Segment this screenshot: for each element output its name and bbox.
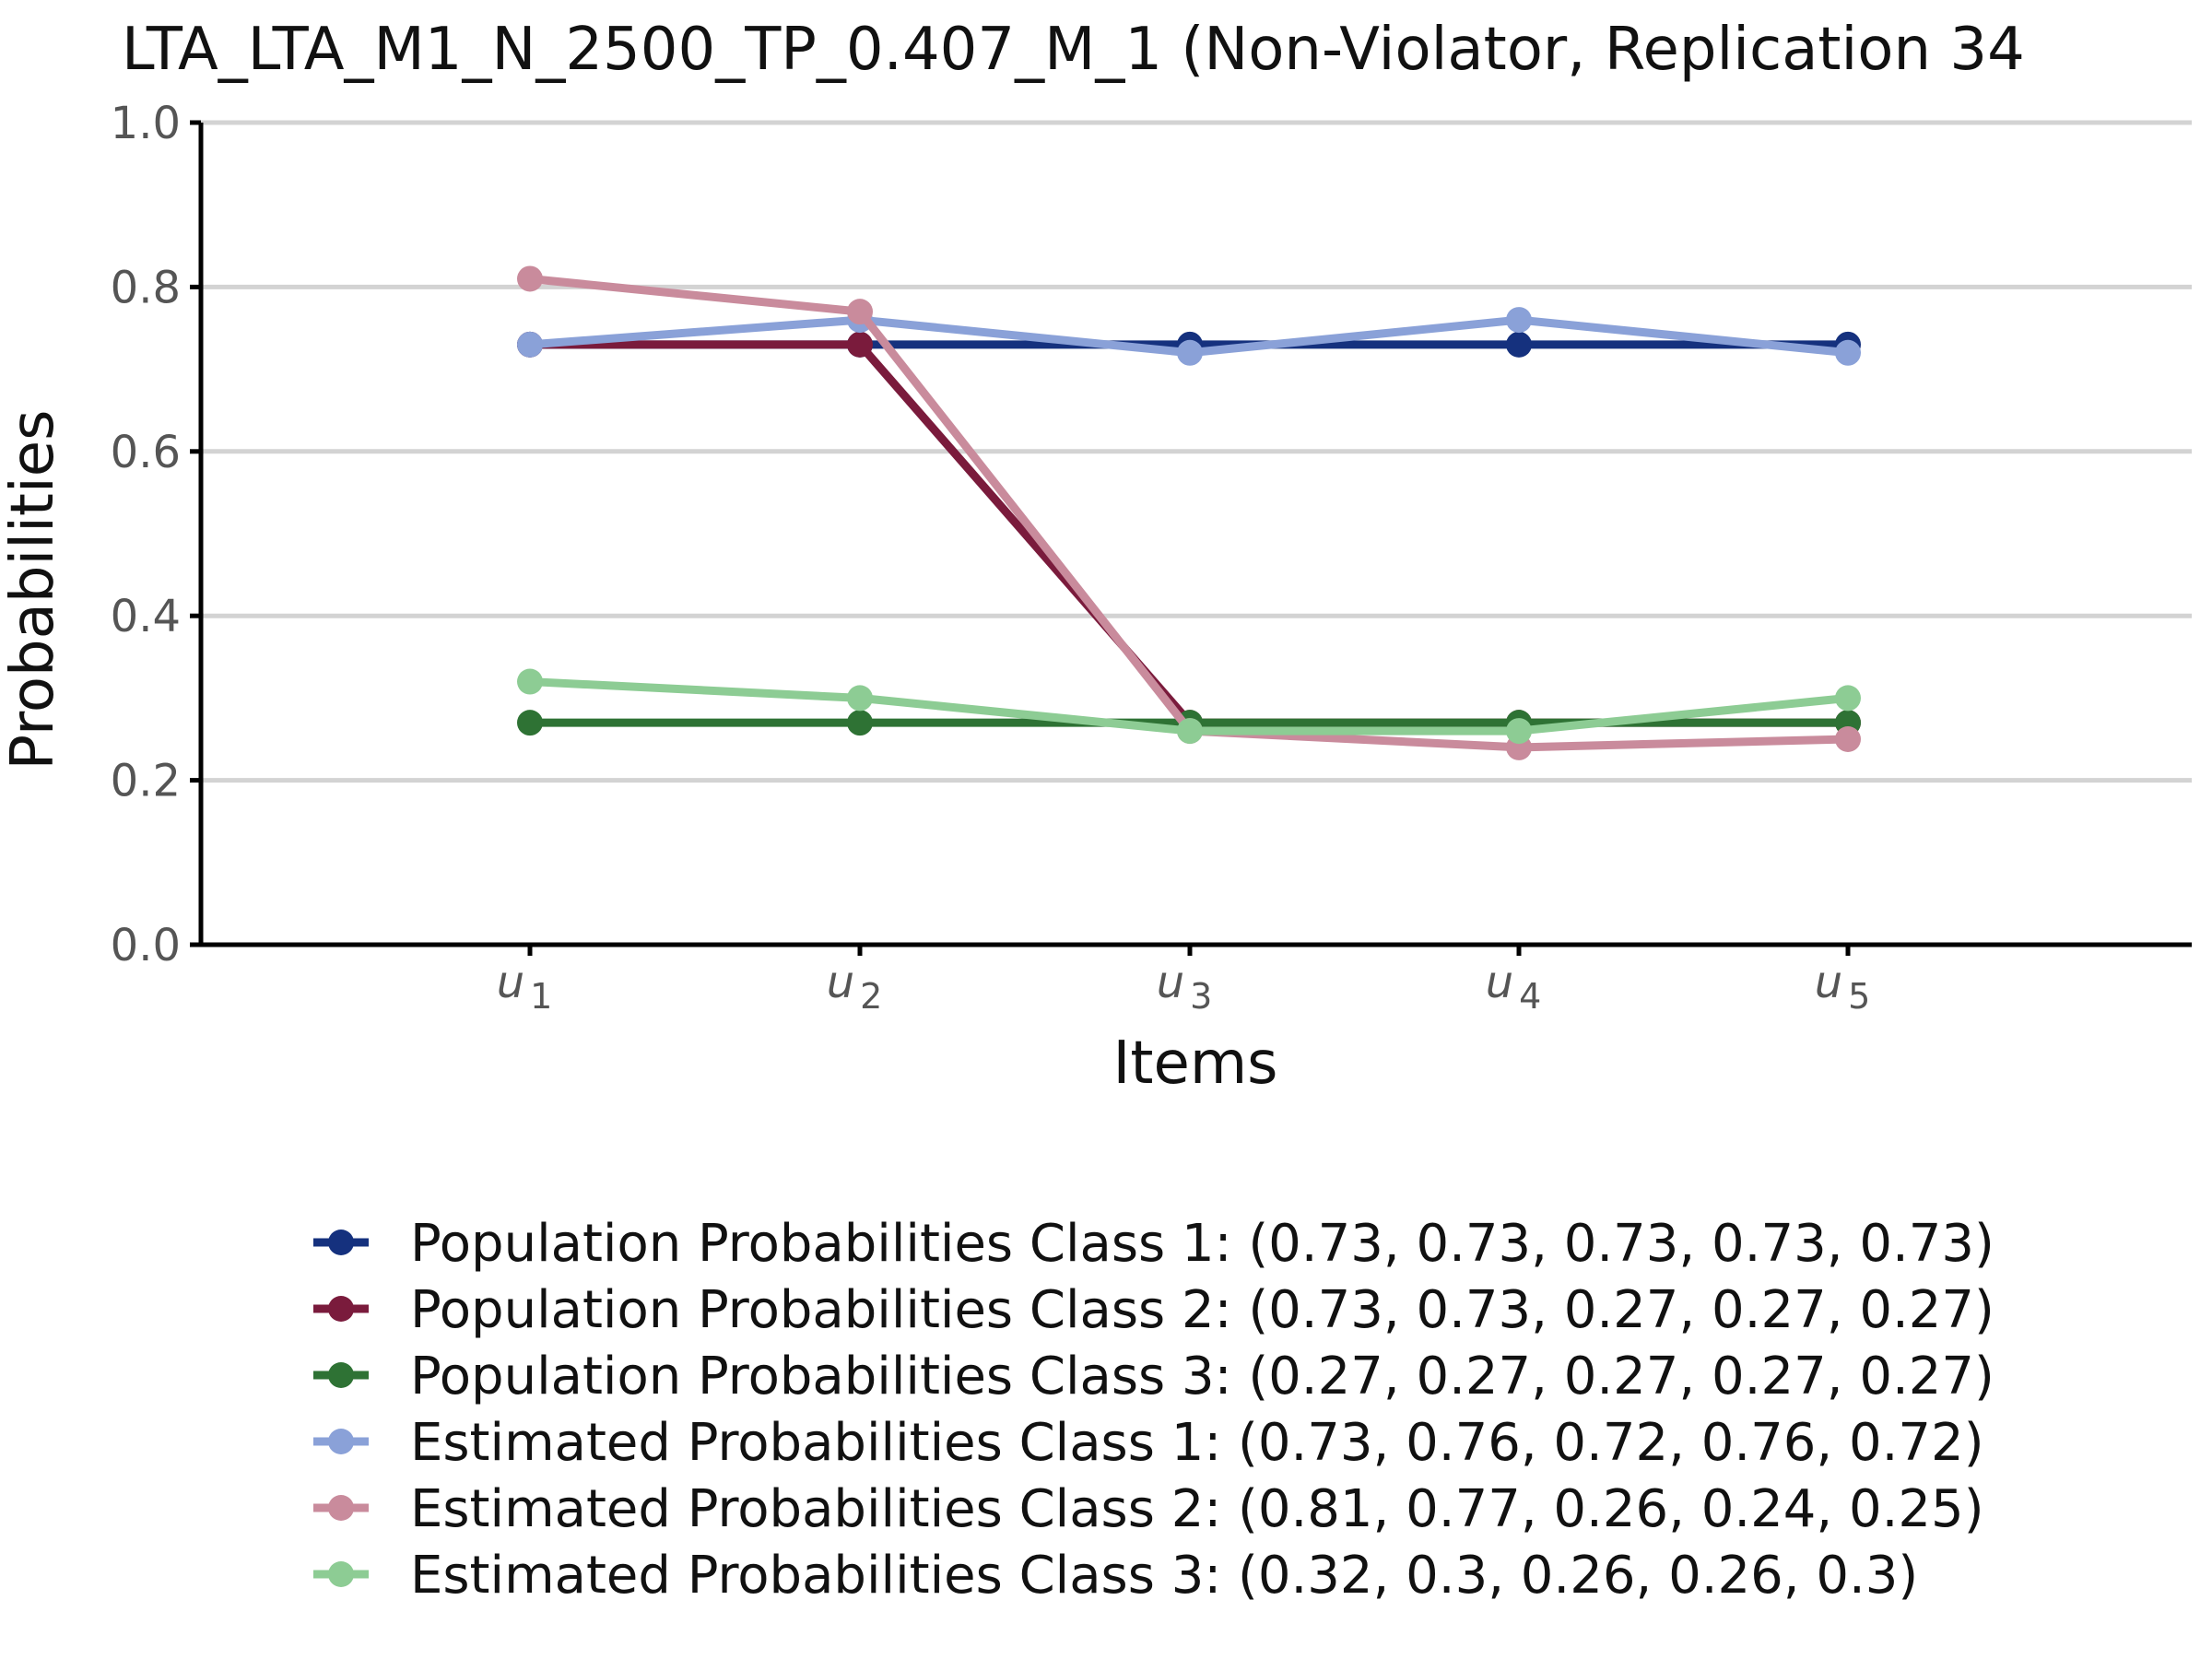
axes: [198, 123, 2192, 947]
series-2: [517, 331, 1861, 736]
series-6: [517, 668, 1861, 745]
legend-label: Population Probabilities Class 2: (0.73,…: [410, 1280, 1994, 1340]
y-tick-label: 0.2: [111, 756, 181, 807]
data-point: [847, 710, 873, 736]
chart-title: LTA_LTA_M1_N_2500_TP_0.407_M_1 (Non-Viol…: [122, 16, 2025, 84]
data-point: [1506, 718, 1532, 745]
data-point: [1835, 685, 1861, 712]
x-axis-label: Items: [1112, 1030, 1277, 1098]
data-point: [1177, 339, 1203, 366]
legend-label: Estimated Probabilities Class 3: (0.32, …: [410, 1546, 1918, 1606]
gridlines: [201, 120, 2192, 783]
y-tick-label: 0.0: [111, 920, 181, 971]
y-tick-label: 1.0: [111, 98, 181, 149]
legend-label: Population Probabilities Class 1: (0.73,…: [410, 1214, 1994, 1274]
legend-swatch-point: [328, 1296, 354, 1322]
y-tick-labels: 0.0 0.2 0.4 0.6 0.8 1.0: [111, 98, 201, 971]
data-point: [517, 710, 543, 736]
data-point: [847, 331, 873, 358]
data-point: [1835, 726, 1861, 752]
data-point: [1506, 307, 1532, 334]
legend-item: Population Probabilities Class 2: (0.73,…: [313, 1280, 1994, 1340]
data-point: [517, 265, 543, 292]
data-point: [517, 331, 543, 358]
legend-label: Estimated Probabilities Class 1: (0.73, …: [410, 1413, 1984, 1473]
y-tick-label: 0.4: [111, 591, 181, 642]
legend-item: Population Probabilities Class 1: (0.73,…: [313, 1214, 1994, 1274]
legend: Population Probabilities Class 1: (0.73,…: [313, 1214, 1994, 1606]
data-point: [1835, 339, 1861, 366]
data-point: [1506, 331, 1532, 358]
series-line: [525, 340, 1853, 727]
plot-series: [517, 265, 1861, 760]
y-tick-label: 0.6: [111, 427, 181, 478]
legend-item: Estimated Probabilities Class 1: (0.73, …: [313, 1413, 1984, 1473]
legend-swatch-point: [328, 1495, 354, 1521]
legend-label: Estimated Probabilities Class 2: (0.81, …: [410, 1479, 1984, 1539]
legend-label: Population Probabilities Class 3: (0.27,…: [410, 1347, 1994, 1406]
data-point: [847, 299, 873, 325]
legend-item: Population Probabilities Class 3: (0.27,…: [313, 1347, 1994, 1406]
data-point: [1177, 718, 1203, 745]
legend-swatch-point: [328, 1429, 354, 1454]
legend-item: Estimated Probabilities Class 3: (0.32, …: [313, 1546, 1918, 1606]
y-axis-label: Probabilities: [0, 410, 67, 771]
legend-swatch-point: [328, 1230, 354, 1255]
legend-item: Estimated Probabilities Class 2: (0.81, …: [313, 1479, 1984, 1539]
legend-swatch-point: [328, 1561, 354, 1587]
data-point: [847, 685, 873, 712]
data-point: [517, 668, 543, 695]
legend-swatch-point: [328, 1362, 354, 1388]
y-tick-label: 0.8: [111, 262, 181, 313]
